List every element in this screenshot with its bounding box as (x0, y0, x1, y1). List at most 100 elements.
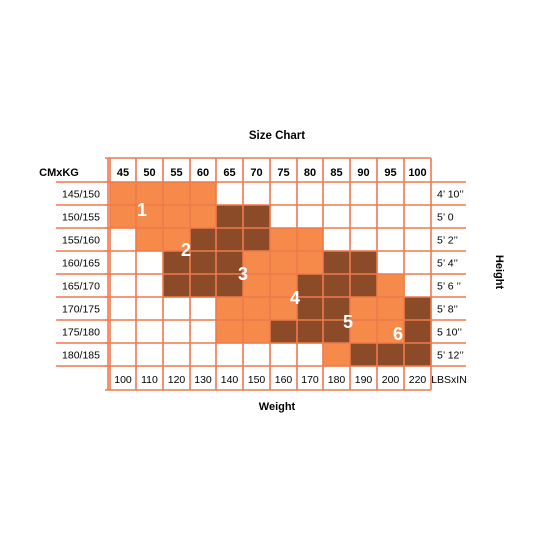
size-4-cell (323, 297, 351, 321)
size-1-cell (136, 205, 164, 229)
size-1-cell (136, 182, 164, 206)
top-header-label: 65 (223, 167, 235, 179)
size-5-cell (323, 343, 351, 367)
bottom-header-label: 160 (275, 374, 293, 386)
size-3-cell (297, 228, 324, 252)
size-4-cell (297, 274, 324, 298)
size-2-cell (190, 251, 217, 275)
top-header-label: 85 (330, 167, 342, 179)
size-2-cell (163, 251, 191, 275)
size-6-cell (377, 343, 405, 367)
size-4-cell (350, 251, 378, 275)
row-cm-label: 175/180 (62, 327, 100, 339)
size-4-cell (297, 320, 324, 344)
size-6-cell (350, 343, 378, 367)
size-2-cell (163, 274, 191, 298)
size-5-cell (377, 320, 405, 344)
size-2-cell (243, 228, 271, 252)
size-1-cell (136, 228, 164, 252)
bottom-header-label: 100 (114, 374, 132, 386)
row-cm-label: 155/160 (62, 235, 100, 247)
size-1-cell (163, 205, 191, 229)
row-in-label: 4’ 10’’ (437, 189, 464, 201)
row-cm-label: 160/165 (62, 258, 100, 270)
bottom-header-label: 180 (328, 374, 346, 386)
size-1-label: 1 (137, 200, 147, 220)
top-header-label: 55 (170, 167, 182, 179)
row-in-label: 5’ 8’’ (437, 304, 458, 316)
size-2-cell (216, 205, 244, 229)
size-2-cell (190, 228, 217, 252)
top-header-label: 100 (408, 167, 426, 179)
size-3-cell (270, 297, 298, 321)
size-5-cell (377, 274, 405, 298)
size-2-label: 2 (181, 240, 191, 260)
size-6-label: 6 (393, 324, 403, 344)
size-1-cell (190, 205, 217, 229)
bottom-header-label: 110 (141, 374, 158, 386)
size-zones (110, 182, 432, 367)
grid-lines (56, 157, 466, 391)
size-4-cell (350, 274, 378, 298)
size-1-cell (190, 182, 217, 206)
row-cm-label: 180/185 (62, 350, 100, 362)
top-header-label: 70 (250, 167, 262, 179)
bottom-header-label: 140 (221, 374, 239, 386)
size-3-cell (216, 320, 244, 344)
size-5-cell (350, 297, 378, 321)
bottom-header-label: 220 (409, 374, 427, 386)
corner-label: CMxKG (39, 167, 79, 179)
size-3-cell (297, 251, 324, 275)
size-1-cell (110, 205, 137, 229)
row-in-label: 5’ 4’’ (437, 258, 458, 270)
size-6-cell (404, 297, 432, 321)
size-4-cell (270, 320, 298, 344)
row-cm-label: 145/150 (62, 189, 100, 201)
size-3-cell (270, 274, 298, 298)
size-4-cell (323, 251, 351, 275)
row-in-label: 5’ 0 (437, 212, 454, 224)
size-1-cell (163, 228, 191, 252)
size-4-cell (323, 320, 351, 344)
size-4-cell (297, 297, 324, 321)
size-1-cell (110, 182, 137, 206)
top-header-label: 95 (384, 167, 396, 179)
chart-title: Size Chart (249, 130, 305, 142)
size-6-cell (404, 343, 432, 367)
row-cm-label: 170/175 (62, 304, 100, 316)
size-2-cell (216, 228, 244, 252)
row-in-label: 5’ 12’’ (437, 350, 464, 362)
size-2-cell (216, 274, 244, 298)
size-3-cell (243, 320, 271, 344)
bottom-unit-label: LBSxIN (431, 374, 467, 386)
bottom-header-label: 200 (382, 374, 400, 386)
row-in-label: 5’ 2’’ (437, 235, 458, 247)
size-4-label: 4 (290, 288, 300, 308)
row-in-label: 5 10’’ (437, 327, 462, 339)
top-header-label: 45 (117, 167, 129, 179)
size-5-cell (350, 320, 378, 344)
size-3-cell (270, 228, 298, 252)
y-axis-title: Height (493, 255, 505, 290)
top-header-label: 50 (143, 167, 155, 179)
size-3-label: 3 (238, 264, 248, 284)
size-3-cell (243, 297, 271, 321)
bottom-header-label: 130 (194, 374, 212, 386)
size-5-label: 5 (343, 312, 353, 332)
size-5-cell (377, 297, 405, 321)
top-header-label: 75 (277, 167, 289, 179)
bottom-header-label: 170 (301, 374, 319, 386)
size-3-cell (243, 274, 271, 298)
bottom-header-label: 190 (355, 374, 373, 386)
size-2-cell (190, 274, 217, 298)
row-cm-label: 165/170 (62, 281, 100, 293)
size-6-cell (404, 320, 432, 344)
bottom-header-label: 120 (168, 374, 186, 386)
bottom-header-label: 150 (248, 374, 266, 386)
size-2-cell (216, 251, 244, 275)
row-in-label: 5’ 6 ’’ (437, 281, 461, 293)
size-3-cell (270, 251, 298, 275)
size-2-cell (243, 205, 271, 229)
